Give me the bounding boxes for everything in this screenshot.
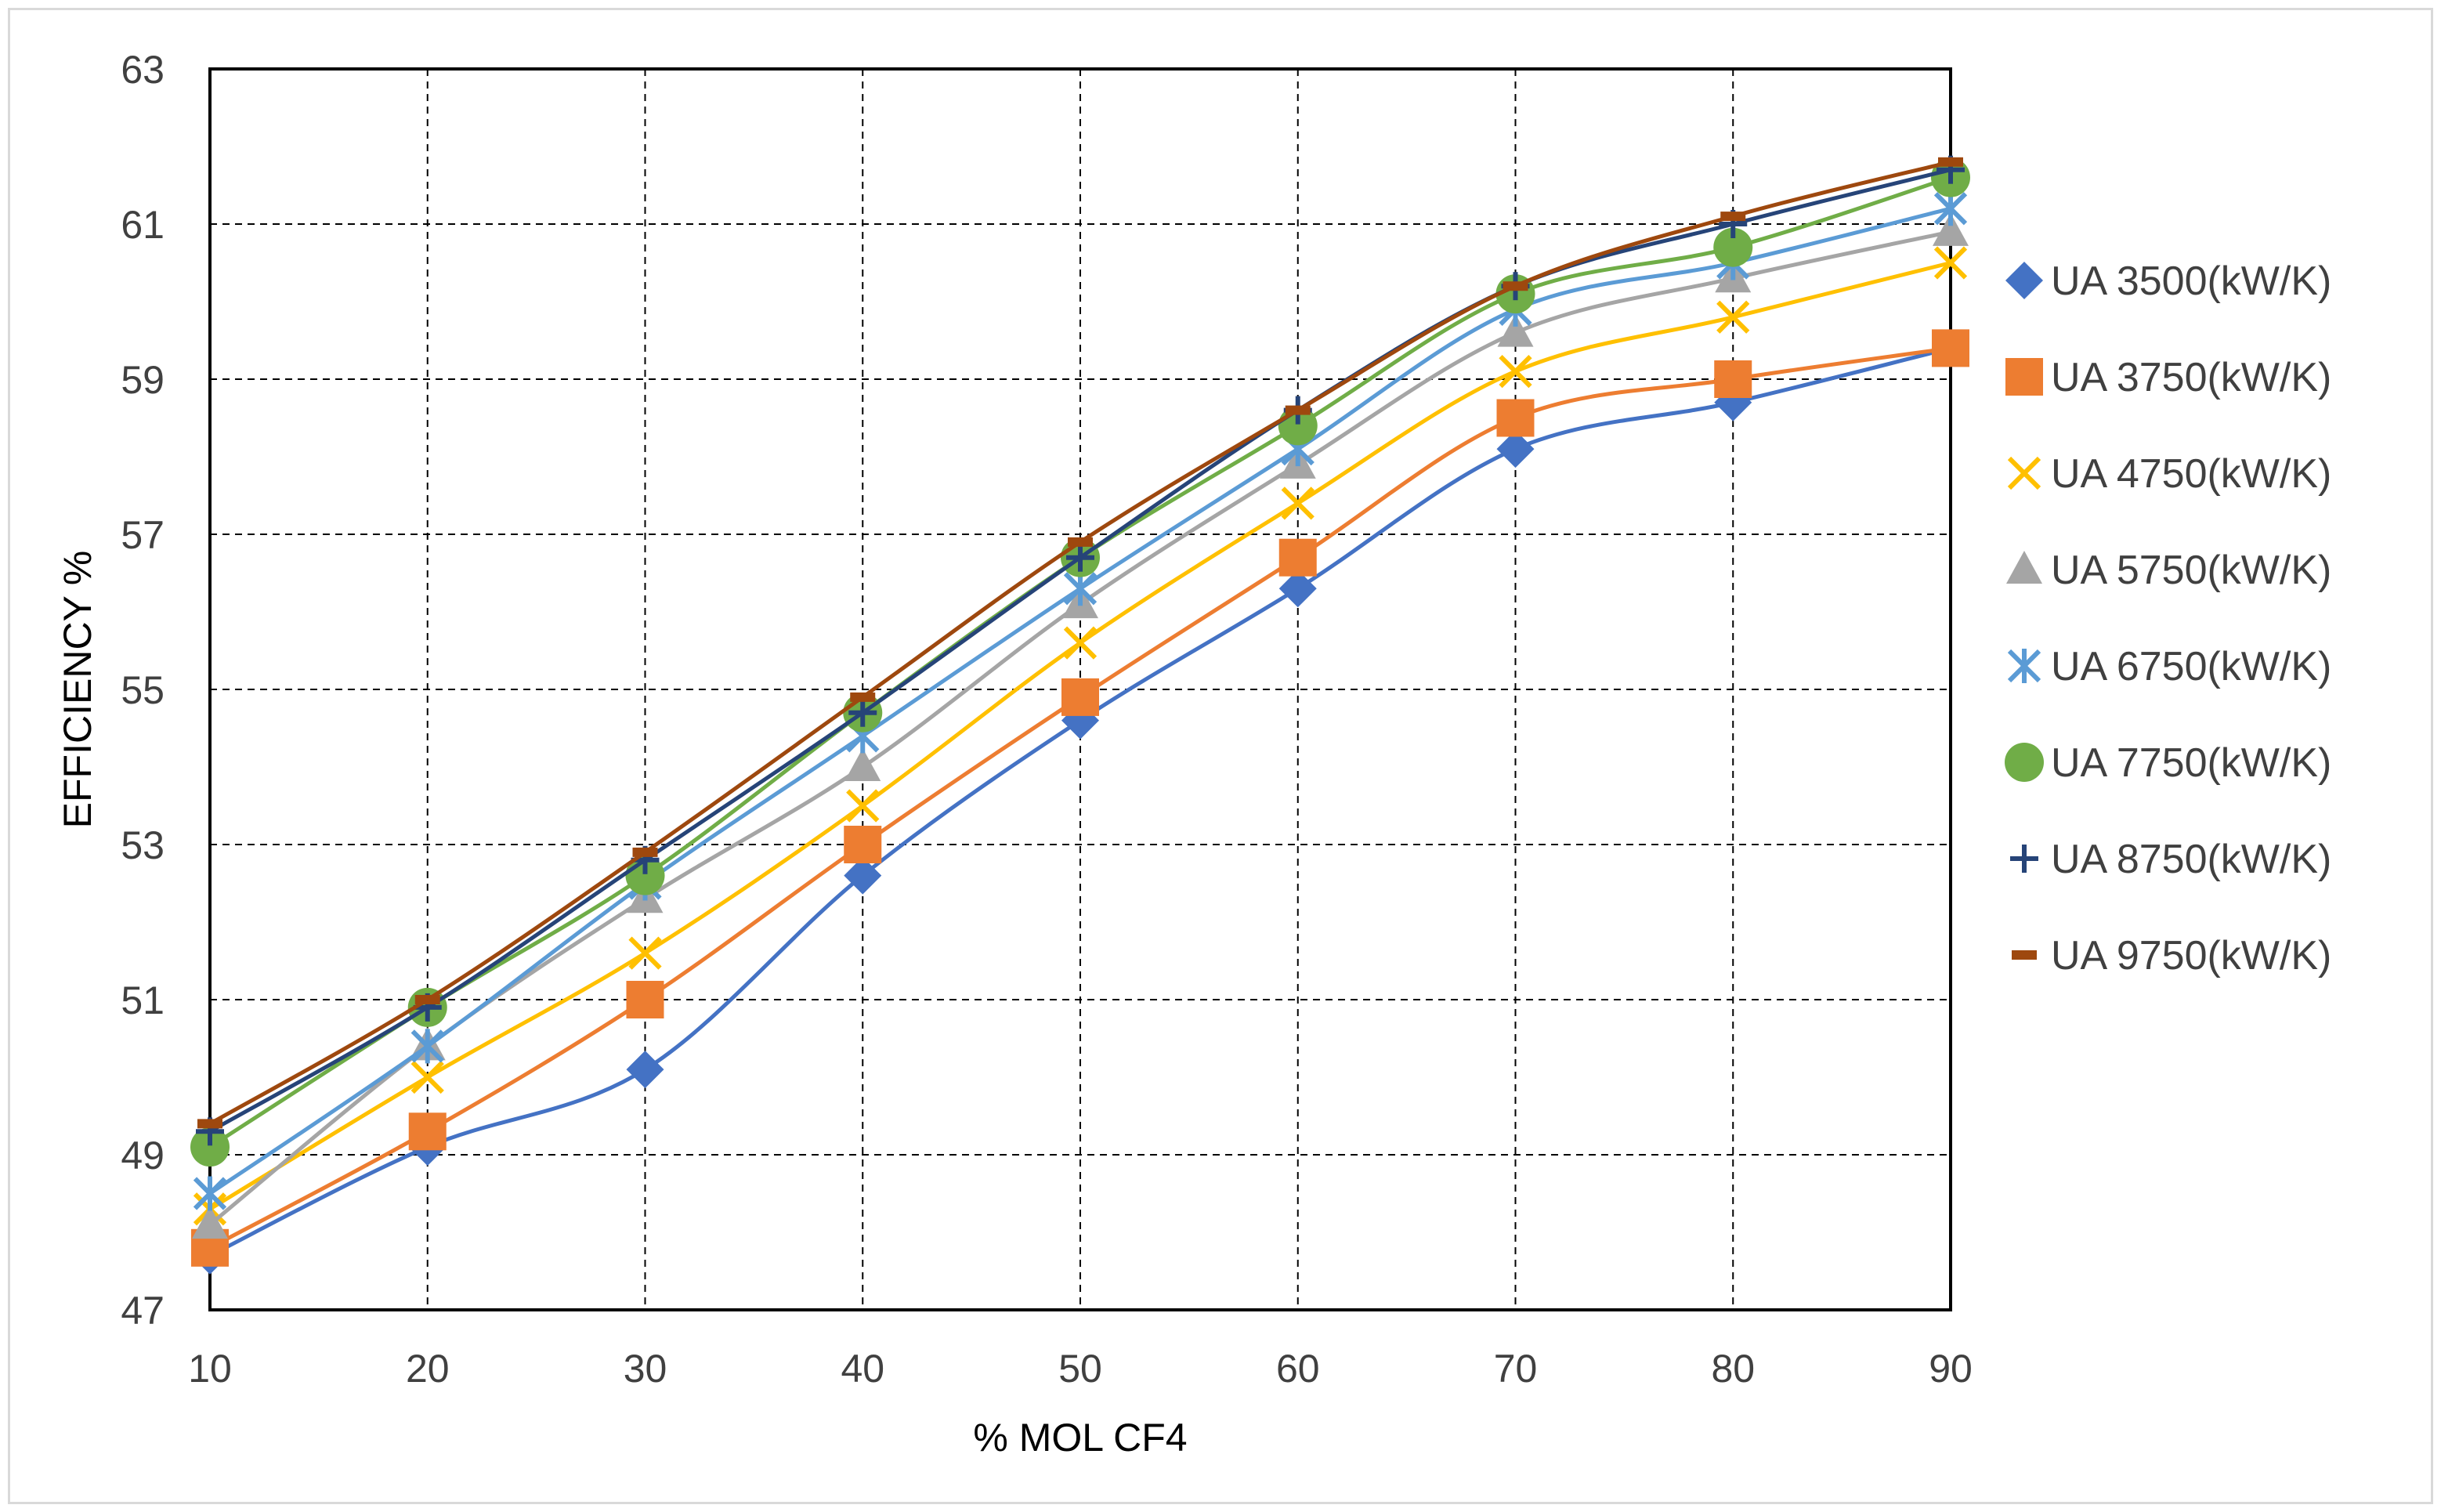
legend-item: UA 7750(kW/K) <box>2005 740 2331 786</box>
y-axis-title: EFFICIENCY % <box>56 551 99 829</box>
x-tick-label: 80 <box>1711 1347 1755 1391</box>
data-point <box>1714 360 1752 398</box>
x-tick-label: 30 <box>624 1347 667 1391</box>
legend-label: UA 8750(kW/K) <box>2051 837 2331 882</box>
y-axis-ticks: 47 49 51 53 55 57 59 61 63 <box>121 48 165 1333</box>
data-point <box>1066 543 1094 572</box>
data-point <box>1063 626 1098 660</box>
data-point <box>1068 537 1093 547</box>
data-point <box>414 995 440 1004</box>
data-point <box>1496 399 1535 437</box>
y-tick-label: 61 <box>121 203 165 247</box>
y-tick-label: 53 <box>121 823 165 867</box>
data-point <box>846 789 880 823</box>
legend-item: UA 9750(kW/K) <box>2012 933 2331 978</box>
legend-marker <box>2005 743 2044 782</box>
legend-label: UA 4750(kW/K) <box>2051 451 2331 497</box>
series-8 <box>197 157 1963 1129</box>
data-point <box>1061 678 1099 716</box>
legend-marker <box>2005 262 2043 299</box>
x-axis-title: % MOL CF4 <box>973 1416 1187 1460</box>
x-axis-ticks: 10 20 30 40 50 60 70 80 90 <box>188 1347 1973 1391</box>
data-point <box>1278 570 1317 608</box>
y-tick-label: 47 <box>121 1289 165 1333</box>
legend: UA 3500(kW/K) UA 3750(kW/K) UA 4750(kW/K) U… <box>2005 259 2331 978</box>
data-point <box>1285 405 1311 415</box>
series-line <box>208 206 1951 1195</box>
legend-label: UA 6750(kW/K) <box>2051 644 2331 689</box>
data-point <box>1713 227 1753 267</box>
y-tick-label: 59 <box>121 358 165 402</box>
legend-item: UA 5750(kW/K) <box>2006 548 2331 593</box>
y-tick-label: 49 <box>121 1134 165 1177</box>
y-tick-label: 55 <box>121 668 165 712</box>
series-3 <box>193 246 1968 1226</box>
plot-area-border <box>208 67 1952 1311</box>
y-tick-label: 57 <box>121 513 165 557</box>
data-point <box>410 1029 444 1064</box>
data-point <box>1499 354 1532 389</box>
legend-label: UA 3750(kW/K) <box>2051 355 2331 400</box>
data-point <box>850 692 876 702</box>
data-point <box>193 1176 227 1211</box>
data-point <box>1933 246 1968 280</box>
data-point <box>190 1127 230 1167</box>
data-point <box>848 698 877 727</box>
data-point <box>1720 212 1746 222</box>
data-point <box>844 748 881 781</box>
legend-label: UA 5750(kW/K) <box>2051 548 2331 593</box>
legend-item: UA 8750(kW/K) <box>2010 837 2331 882</box>
legend-item: UA 4750(kW/K) <box>2007 451 2331 497</box>
legend-marker <box>2005 358 2043 396</box>
data-point <box>1716 300 1750 334</box>
data-point <box>197 1119 222 1129</box>
legend-marker <box>2006 551 2042 584</box>
legend-label: UA 9750(kW/K) <box>2051 933 2331 978</box>
x-tick-label: 60 <box>1276 1347 1320 1391</box>
y-tick-label: 51 <box>121 978 165 1022</box>
data-point <box>844 856 882 895</box>
data-point <box>1933 212 1969 246</box>
legend-marker <box>2007 649 2041 683</box>
data-point <box>408 1112 447 1151</box>
x-tick-label: 10 <box>188 1347 232 1391</box>
legend-item: UA 3500(kW/K) <box>2005 259 2331 304</box>
legend-item: UA 3750(kW/K) <box>2005 355 2331 400</box>
legend-marker <box>2010 845 2038 873</box>
x-tick-label: 90 <box>1929 1347 1973 1391</box>
x-tick-label: 20 <box>406 1347 450 1391</box>
data-point <box>192 1206 228 1239</box>
data-point <box>1932 329 1969 367</box>
x-tick-label: 50 <box>1058 1347 1102 1391</box>
data-point <box>410 1060 444 1094</box>
legend-item: UA 6750(kW/K) <box>2007 644 2331 689</box>
series-2 <box>191 329 1969 1267</box>
data-point <box>1496 430 1535 468</box>
legend-marker <box>2007 456 2041 490</box>
data-point <box>632 847 658 857</box>
data-point <box>628 936 662 970</box>
legend-marker <box>2012 950 2037 960</box>
data-point <box>1278 538 1317 577</box>
series <box>190 155 1970 1275</box>
data-point <box>626 1051 664 1089</box>
series-line <box>208 168 1951 1134</box>
y-tick-label: 63 <box>121 48 165 92</box>
legend-label: UA 3500(kW/K) <box>2051 259 2331 304</box>
data-point <box>1497 313 1534 347</box>
data-point <box>1503 281 1528 291</box>
legend-label: UA 7750(kW/K) <box>2051 740 2331 786</box>
data-point <box>844 826 882 863</box>
data-point <box>1938 157 1963 167</box>
data-point <box>1281 487 1315 520</box>
data-point <box>626 981 664 1018</box>
x-tick-label: 40 <box>841 1347 884 1391</box>
x-tick-label: 70 <box>1494 1347 1538 1391</box>
